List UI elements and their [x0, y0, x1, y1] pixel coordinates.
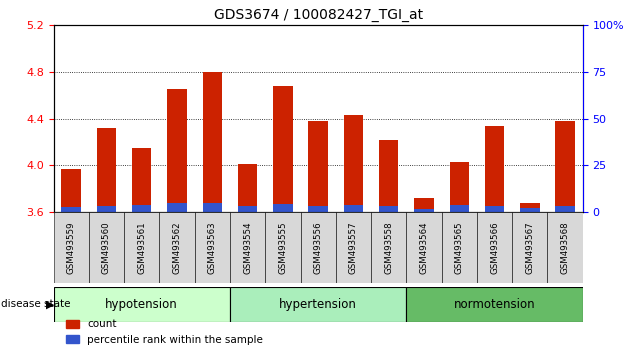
Bar: [273, 204, 292, 212]
Text: hypertension: hypertension: [279, 298, 357, 311]
Text: GSM493558: GSM493558: [384, 222, 393, 274]
Text: hypotension: hypotension: [105, 298, 178, 311]
Text: GSM493559: GSM493559: [67, 222, 76, 274]
Text: GSM493561: GSM493561: [137, 222, 146, 274]
Bar: [512, 212, 547, 283]
Text: GSM493566: GSM493566: [490, 222, 499, 274]
Bar: [168, 89, 186, 203]
Bar: [238, 206, 257, 212]
Bar: [485, 126, 504, 206]
Bar: [195, 212, 230, 283]
Bar: [415, 198, 433, 209]
Bar: [230, 212, 265, 283]
Bar: [132, 205, 151, 212]
Bar: [450, 162, 469, 205]
Bar: [309, 121, 328, 206]
Bar: [379, 140, 398, 206]
Text: ▶: ▶: [46, 299, 54, 309]
Bar: [371, 212, 406, 283]
Text: GSM493560: GSM493560: [102, 222, 111, 274]
Bar: [238, 164, 257, 206]
Bar: [54, 212, 89, 283]
Bar: [203, 72, 222, 203]
Text: GSM493554: GSM493554: [243, 222, 252, 274]
Bar: [477, 212, 512, 283]
Bar: [547, 212, 583, 283]
Bar: [336, 212, 371, 283]
Text: GSM493556: GSM493556: [314, 222, 323, 274]
Bar: [415, 209, 433, 212]
Bar: [520, 203, 539, 208]
Bar: [265, 212, 301, 283]
Bar: [132, 148, 151, 205]
Text: GSM493564: GSM493564: [420, 222, 428, 274]
Text: GSM493557: GSM493557: [349, 222, 358, 274]
Bar: [159, 212, 195, 283]
Bar: [379, 206, 398, 212]
Bar: [556, 121, 575, 206]
Text: normotension: normotension: [454, 298, 536, 311]
Text: GSM493567: GSM493567: [525, 222, 534, 274]
Bar: [97, 206, 116, 212]
Text: disease state: disease state: [1, 299, 71, 309]
Bar: [442, 212, 477, 283]
Legend: count, percentile rank within the sample: count, percentile rank within the sample: [62, 315, 267, 349]
Bar: [344, 115, 363, 205]
Bar: [301, 212, 336, 283]
Bar: [556, 206, 575, 212]
Bar: [62, 169, 81, 207]
Text: GSM493568: GSM493568: [561, 222, 570, 274]
Bar: [450, 205, 469, 212]
Bar: [203, 203, 222, 212]
Bar: [520, 208, 539, 212]
Bar: [309, 206, 328, 212]
Bar: [97, 128, 116, 206]
Text: GSM493563: GSM493563: [208, 222, 217, 274]
Bar: [89, 212, 124, 283]
Bar: [273, 86, 292, 204]
Text: GSM493565: GSM493565: [455, 222, 464, 274]
Text: GSM493555: GSM493555: [278, 222, 287, 274]
Bar: [124, 212, 159, 283]
Bar: [54, 287, 230, 322]
Text: GSM493562: GSM493562: [173, 222, 181, 274]
Bar: [485, 206, 504, 212]
Bar: [168, 203, 186, 212]
Title: GDS3674 / 100082427_TGI_at: GDS3674 / 100082427_TGI_at: [214, 8, 423, 22]
Bar: [62, 207, 81, 212]
Bar: [344, 205, 363, 212]
Bar: [406, 287, 583, 322]
Bar: [406, 212, 442, 283]
Bar: [230, 287, 406, 322]
